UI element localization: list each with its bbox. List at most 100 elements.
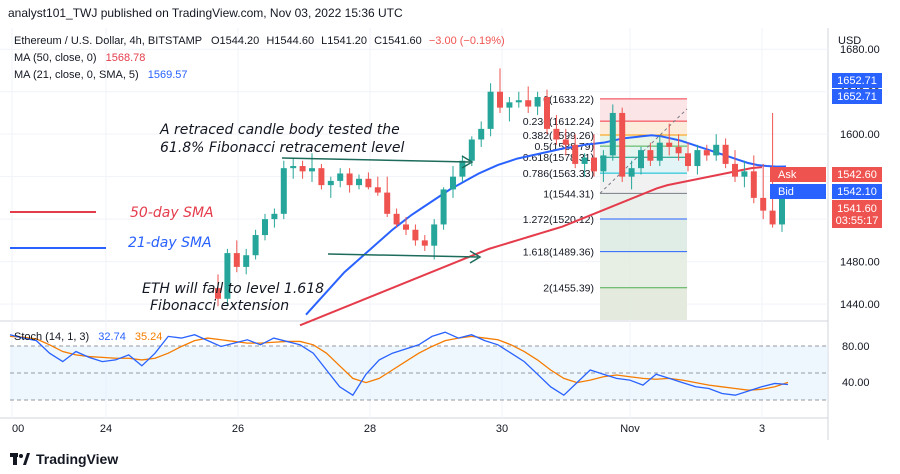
- candle: [450, 166, 456, 198]
- retrace-annotation-line1: A retraced candle body tested the: [159, 122, 400, 138]
- candle-body: [732, 163, 738, 177]
- main-pane-bg: [0, 28, 828, 320]
- candle-body: [233, 253, 240, 267]
- candles-group: [215, 68, 795, 307]
- candle: [506, 97, 513, 122]
- ask-marker: Ask 1542.60: [770, 167, 882, 182]
- candle: [638, 146, 644, 175]
- candle-body: [525, 100, 532, 107]
- svg-text:1542.10: 1542.10: [837, 186, 877, 198]
- candle: [685, 142, 691, 172]
- candle-body: [318, 168, 325, 186]
- fall-annotation-line1: ETH will fall to level 1.618: [142, 281, 324, 297]
- stoch-legend[interactable]: Stoch (14, 1, 3) 32.74 35.24: [14, 331, 162, 343]
- candle-body: [515, 100, 522, 103]
- fall-annotation-line2: Fibonacci extension: [150, 298, 289, 314]
- time-tick-label: 26: [232, 423, 244, 435]
- candle-body: [497, 91, 503, 108]
- fib-zone: [600, 251, 687, 288]
- candle-body: [685, 153, 691, 167]
- candle-body: [487, 91, 494, 129]
- candle: [591, 134, 597, 177]
- svg-text:Ask: Ask: [778, 169, 797, 181]
- candle-body: [722, 144, 729, 164]
- svg-text:1542.60: 1542.60: [837, 169, 877, 181]
- candle-body: [478, 128, 485, 140]
- candle-body: [309, 168, 315, 172]
- last-price-marker: 1541.60 03:55:17: [832, 200, 882, 228]
- retrace-annotation-line2: 61.8% Fibonacci retracement level: [160, 140, 404, 156]
- symbol-legend[interactable]: Ethereum / U.S. Dollar, 4h, BITSTAMP O15…: [14, 35, 505, 81]
- candle: [403, 217, 409, 236]
- sma50-annotation: 50-day SMA: [130, 205, 214, 221]
- tradingview-logo-icon: [10, 453, 30, 465]
- svg-text:Ethereum / U.S. Dollar, 4h, BI: Ethereum / U.S. Dollar, 4h, BITSTAMP O15…: [14, 35, 505, 47]
- candle: [581, 153, 588, 177]
- candle-body: [243, 255, 250, 267]
- candle-body: [280, 168, 287, 214]
- candle: [675, 134, 682, 161]
- candle-body: [694, 150, 701, 167]
- candle-body: [544, 97, 550, 129]
- candle: [233, 240, 240, 273]
- fall-arrow[interactable]: [327, 250, 482, 264]
- candle: [299, 160, 306, 179]
- high-marker-2: 1652.71: [832, 89, 882, 104]
- ma21-line: [305, 134, 787, 316]
- sma21-annotation: 21-day SMA: [128, 235, 212, 251]
- ma50-line: [299, 166, 763, 327]
- candle-body: [271, 213, 278, 220]
- time-tick-label: 28: [364, 423, 376, 435]
- fib-level-label: 1.272(1520.12): [523, 214, 594, 226]
- svg-text:03:55:17: 03:55:17: [836, 215, 879, 227]
- candle: [318, 163, 325, 190]
- candle: [374, 176, 381, 196]
- candle-body: [638, 150, 644, 169]
- candle: [525, 86, 532, 113]
- fib-zone: [600, 134, 687, 147]
- tradingview-footer[interactable]: TradingView: [10, 448, 118, 470]
- stoch-d-value: 35.24: [135, 331, 163, 343]
- fib-level-label: 2(1455.39): [543, 283, 594, 295]
- candle-body: [384, 192, 391, 214]
- candle: [656, 136, 663, 167]
- candle-body: [760, 197, 767, 211]
- open-value: 1544.20: [220, 35, 260, 47]
- publish-header: analyst101_TWJ published on TradingView.…: [8, 6, 403, 20]
- candle-body: [666, 142, 673, 147]
- time-tick-label: 3: [759, 423, 765, 435]
- time-tick-label: 30: [496, 423, 508, 435]
- candle-body: [356, 178, 362, 186]
- stoch-k-value: 32.74: [98, 331, 126, 343]
- candle-body: [656, 142, 663, 161]
- price-tick-label: 1440.00: [840, 299, 880, 311]
- candle: [600, 150, 607, 182]
- svg-text:MA (21, close, 0, SMA, 5): MA (21, close, 0, SMA, 5) 1569.57: [14, 69, 188, 81]
- candle: [666, 123, 673, 156]
- currency-label: USD: [838, 35, 861, 47]
- fib-zone: [600, 218, 687, 252]
- candle: [562, 128, 569, 156]
- candle: [459, 155, 466, 182]
- candle: [337, 168, 344, 188]
- ma50-legend-value: 1568.78: [106, 52, 146, 64]
- candle: [572, 134, 579, 169]
- candle-body: [572, 144, 579, 164]
- time-axis-ticks[interactable]: 00 24 26 28 30 Nov 3: [12, 423, 765, 435]
- candle: [497, 68, 503, 113]
- candle: [553, 115, 560, 145]
- time-tick-label: 00: [12, 423, 24, 435]
- candle: [412, 224, 419, 246]
- candle-body: [440, 189, 447, 225]
- candle-body: [365, 178, 372, 188]
- svg-text:MA (50, close, 0) 1568.7: MA (50, close, 0) 1568.78: [14, 52, 145, 64]
- fib-level-label: 0.786(1563.33): [523, 168, 594, 180]
- candle-body: [600, 155, 607, 172]
- candle-body: [421, 240, 428, 246]
- candle-body: [337, 173, 344, 181]
- candle: [647, 142, 654, 167]
- retrace-arrow[interactable]: [281, 155, 474, 169]
- candle-body: [290, 166, 297, 169]
- fib-level-label: 1(1544.31): [543, 188, 594, 200]
